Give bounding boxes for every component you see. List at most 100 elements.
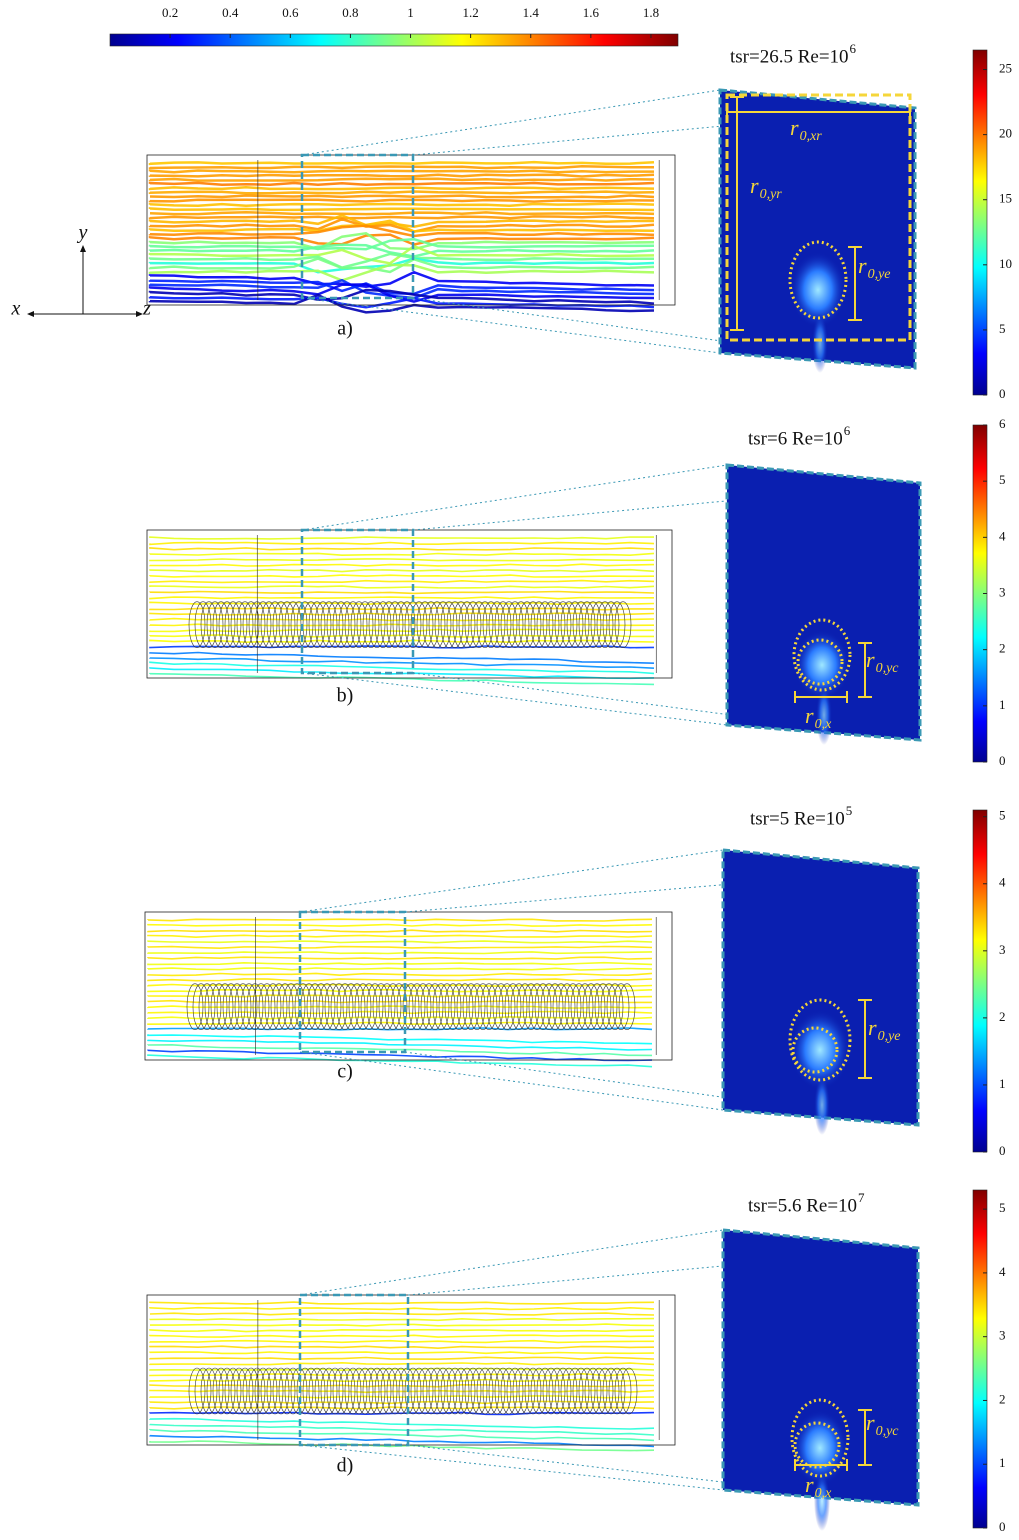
rotor-ring: [186, 983, 204, 1031]
rotor-ring: [504, 983, 522, 1031]
rotor-ring: [294, 983, 312, 1031]
streamline: [149, 1312, 655, 1316]
colorbar: [972, 809, 988, 1153]
rotor-ring: [480, 983, 498, 1031]
rotor-ring: [236, 1367, 254, 1415]
rotor-ring: [282, 983, 300, 1031]
rotor-ring: [452, 1367, 470, 1415]
rotor-ring: [372, 983, 390, 1031]
tick-label: 5: [999, 472, 1006, 487]
streamline: [149, 558, 655, 562]
rotor-outline: [788, 998, 852, 1082]
streamline: [149, 617, 655, 622]
rotor-ring: [548, 1367, 566, 1415]
streamline: [149, 1301, 655, 1305]
rotor-ring: [578, 1367, 596, 1415]
streamline: [148, 252, 654, 269]
rotor-ring: [506, 1367, 524, 1415]
tick-label: 5: [999, 321, 1006, 336]
rotor-ring: [588, 983, 606, 1031]
annotation: r: [866, 1410, 875, 1435]
dimension-cap: [848, 246, 862, 321]
rotor-ring: [236, 601, 254, 649]
rotor-ring: [362, 1367, 380, 1415]
rotor-ring: [210, 983, 228, 1031]
rotor-ring: [206, 1367, 224, 1415]
rotor-ring: [542, 1367, 560, 1415]
rotor-ring: [308, 1367, 326, 1415]
rotor-ring: [192, 983, 210, 1031]
rotor-ring: [458, 601, 476, 649]
rotor-ring: [374, 1367, 392, 1415]
rotor-ring: [302, 1367, 320, 1415]
rotor-ring: [242, 1367, 260, 1415]
streamline: [147, 929, 653, 933]
streamline: [149, 596, 655, 600]
streamline: [148, 217, 655, 233]
rotor-ring: [614, 1367, 632, 1415]
rotor-ring: [540, 983, 558, 1031]
rotor-ring: [552, 983, 570, 1031]
rotor-ring: [606, 983, 624, 1031]
streamline: [149, 1395, 655, 1399]
panel-title: tsr=5 Re=10: [750, 808, 845, 829]
rotor-ring: [258, 983, 276, 1031]
rotor-ring: [594, 983, 612, 1031]
streamline: [147, 1049, 653, 1062]
streamline: [148, 214, 654, 228]
rotor-ring: [204, 983, 222, 1031]
dimension-cap: [858, 999, 872, 1079]
rotor-ring: [266, 1367, 284, 1415]
rotor-ring: [296, 1367, 314, 1415]
rotor-outline: [788, 240, 848, 320]
annotation: r: [790, 115, 799, 140]
rotor-ring: [428, 1367, 446, 1415]
rotor-ring: [560, 601, 578, 649]
projection-line: [301, 89, 721, 156]
rotor-ring: [366, 983, 384, 1031]
tick-label: 1.2: [463, 5, 479, 20]
rotor-ring: [336, 983, 354, 1031]
tick-label: 15: [999, 191, 1012, 206]
streamline: [147, 978, 653, 982]
dimension-cap: [726, 106, 911, 118]
rotor-ring: [270, 983, 288, 1031]
title-exponent: 6: [850, 41, 857, 56]
rotor-ring: [342, 983, 360, 1031]
rotor-ring: [306, 983, 324, 1031]
wake-tail: [816, 685, 832, 745]
rotor-ring: [468, 983, 486, 1031]
streamline: [147, 1034, 653, 1045]
rotor-ring: [516, 983, 534, 1031]
title-exponent: 7: [858, 1190, 865, 1205]
rotor-ring: [440, 1367, 458, 1415]
streamline: [147, 988, 653, 993]
rotor-ring: [558, 983, 576, 1031]
streamline: [149, 590, 655, 595]
rotor-ring: [362, 601, 380, 649]
colorbar: [109, 33, 679, 47]
rotor-ring: [314, 1367, 332, 1415]
rotor-ring: [464, 601, 482, 649]
tick-label: 5: [999, 808, 1006, 823]
rotor-ring: [608, 1367, 626, 1415]
streamline: [147, 1005, 653, 1009]
streamline: [147, 961, 653, 966]
rotor-ring: [500, 1367, 518, 1415]
rotor-ring: [380, 1367, 398, 1415]
region-outline: [725, 93, 912, 342]
tick-label: 0.6: [282, 5, 299, 20]
axis-label: y: [77, 222, 88, 244]
rotor-ring: [422, 1367, 440, 1415]
tick-label: 2: [999, 641, 1006, 656]
rotor-ring: [582, 983, 600, 1031]
streamline: [148, 173, 655, 178]
streamline: [148, 296, 655, 309]
domain-box: [146, 1294, 676, 1446]
annotation: r: [868, 1015, 877, 1040]
rotor-ring: [554, 601, 572, 649]
rotor-ring: [578, 601, 596, 649]
streamline: [147, 945, 653, 950]
rotor-ring: [410, 601, 428, 649]
